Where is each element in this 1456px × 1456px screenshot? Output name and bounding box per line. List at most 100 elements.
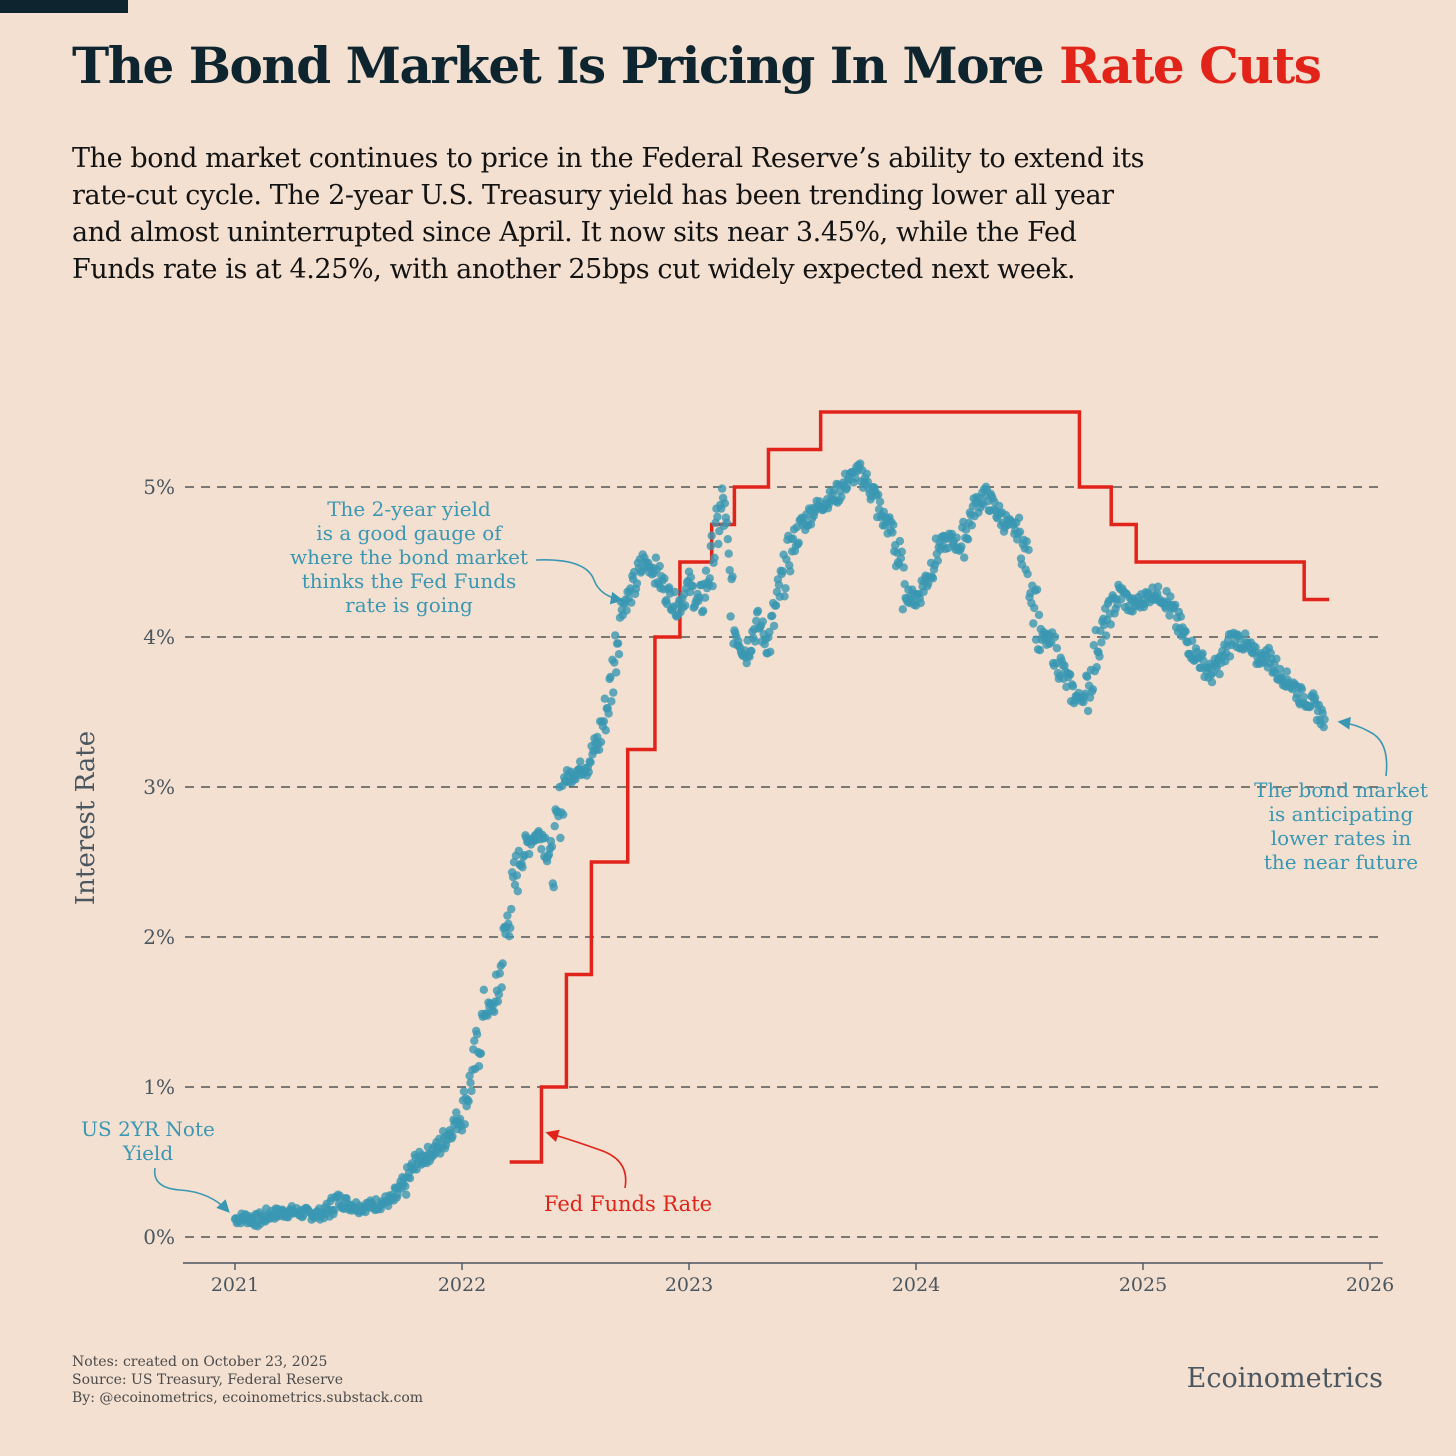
yield-point xyxy=(474,1062,484,1071)
yield-point xyxy=(713,512,722,521)
yield-point xyxy=(916,598,925,608)
yield-point xyxy=(467,1086,476,1096)
arrow-anticipating xyxy=(1337,716,1388,777)
yield-point xyxy=(1166,592,1175,601)
yield-point xyxy=(1088,685,1098,694)
yield-point xyxy=(707,531,716,540)
yield-point xyxy=(601,726,610,735)
footer-notes: Notes: created on October 23, 2025 Sourc… xyxy=(72,1353,423,1407)
yield-point xyxy=(1117,595,1126,604)
yield-point xyxy=(699,606,708,615)
yield-point xyxy=(1066,670,1075,679)
yield-point xyxy=(1068,682,1078,691)
yield-point xyxy=(898,605,907,614)
yield-point xyxy=(1241,629,1250,638)
yield-point xyxy=(1101,631,1111,640)
yield-point xyxy=(862,469,871,478)
yield-point xyxy=(655,561,664,571)
yield-point xyxy=(1215,669,1224,679)
yield-point xyxy=(405,1174,415,1183)
yield-point xyxy=(896,554,906,563)
annotation-anticipating-text: is anticipating xyxy=(1269,802,1414,826)
yield-point xyxy=(401,1182,410,1191)
yield-point xyxy=(460,1120,469,1129)
rate-chart: 0% 1% 2% 3% 4% 5% 2021 2022 2023 2024 2025 2026 Inte… xyxy=(71,410,1428,1296)
yield-point xyxy=(888,528,897,537)
yield-point xyxy=(1171,600,1180,610)
yield-point xyxy=(837,492,846,502)
annotation-anticipating-text: The bond market xyxy=(1254,778,1428,802)
yield-point xyxy=(651,553,661,562)
yield-point xyxy=(771,601,781,610)
yield-point xyxy=(627,598,636,607)
annotation-gauge-text: The 2-year yield xyxy=(327,497,491,521)
yield-point xyxy=(1225,652,1235,661)
yield-point xyxy=(701,566,711,575)
yield-point xyxy=(547,842,557,851)
yield-point xyxy=(726,612,735,621)
yield-point xyxy=(1015,527,1025,536)
yield-point xyxy=(448,1132,457,1141)
yield-point xyxy=(525,849,534,859)
yield-point xyxy=(1266,648,1275,658)
yield-point xyxy=(1035,646,1045,655)
yield-point xyxy=(769,621,779,631)
yield-point xyxy=(714,539,723,549)
arrow-gauge xyxy=(535,559,624,605)
yield-point xyxy=(660,574,669,583)
yield-point xyxy=(765,627,774,637)
yield-point xyxy=(995,501,1004,511)
yield-point xyxy=(766,647,775,656)
yield-point xyxy=(505,932,514,941)
yield-point xyxy=(613,639,623,648)
yield-point xyxy=(960,553,969,562)
yield-point xyxy=(700,593,710,602)
yield-point xyxy=(1052,644,1062,653)
annotation-anticipating-text: the near future xyxy=(1264,850,1418,874)
yield-point xyxy=(781,584,790,593)
yield-series-label: US 2YR Note xyxy=(81,1117,215,1141)
yield-point xyxy=(681,601,690,610)
yield-point xyxy=(493,997,503,1006)
yield-point xyxy=(632,579,642,588)
yield-point xyxy=(599,717,609,726)
axis-layer: 0% 1% 2% 3% 4% 5% 2021 2022 2023 2024 2025 2026 Inte… xyxy=(71,475,1394,1296)
yield-point xyxy=(459,1087,469,1096)
yield-point xyxy=(1030,603,1039,613)
yield-point xyxy=(670,587,679,597)
yield-point xyxy=(874,490,883,499)
corner-accent-bar xyxy=(0,0,128,13)
yield-point xyxy=(1083,672,1092,681)
yield-point xyxy=(967,521,976,530)
title-accent: Rate Cuts xyxy=(1059,36,1322,95)
yield-point xyxy=(584,767,593,777)
yield-point xyxy=(875,497,885,506)
yield-point xyxy=(1153,582,1163,591)
yield-point xyxy=(889,520,898,529)
notes-created: Notes: created on October 23, 2025 xyxy=(72,1354,328,1370)
yield-point xyxy=(498,959,507,968)
x-tick-label: 2025 xyxy=(1119,1274,1167,1296)
yield-point xyxy=(686,573,696,582)
yield-point xyxy=(330,1206,339,1215)
yield-point xyxy=(961,525,971,534)
yield-point xyxy=(720,499,730,508)
yield-point xyxy=(1034,610,1044,620)
yield-point xyxy=(466,1078,475,1088)
arrow-yield-label xyxy=(153,1167,230,1213)
yield-point xyxy=(1251,643,1260,652)
yield-point xyxy=(1198,649,1207,658)
y-axis-label: Interest Rate xyxy=(71,731,101,905)
y-tick-label: 3% xyxy=(143,775,175,799)
yield-point xyxy=(706,541,715,551)
yield-point xyxy=(586,758,595,767)
yield-point xyxy=(1320,715,1329,724)
yield-point xyxy=(1199,656,1208,665)
yield-point xyxy=(612,668,621,677)
yield-point xyxy=(705,574,714,583)
yield-point xyxy=(717,484,727,493)
yield-point xyxy=(622,606,631,615)
annotation-gauge-text: where the bond market xyxy=(290,545,528,569)
annotation-gauge-text: is a good gauge of xyxy=(316,521,503,545)
